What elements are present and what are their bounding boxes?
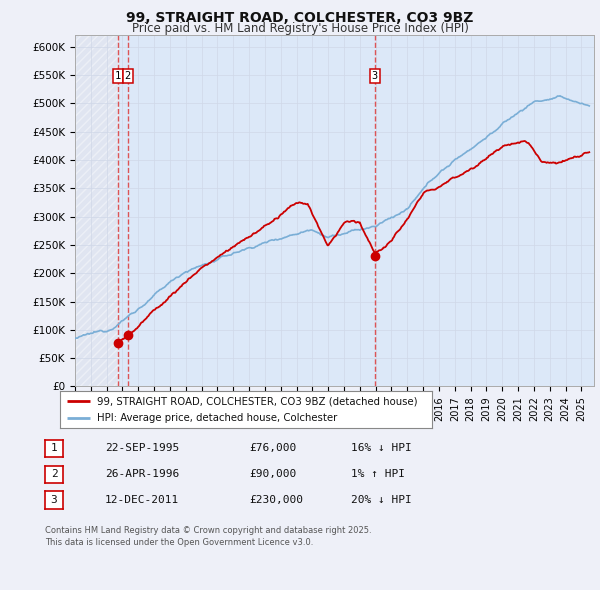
Text: 12-DEC-2011: 12-DEC-2011: [105, 496, 179, 505]
Text: 1: 1: [115, 71, 121, 81]
Text: 99, STRAIGHT ROAD, COLCHESTER, CO3 9BZ (detached house): 99, STRAIGHT ROAD, COLCHESTER, CO3 9BZ (…: [97, 396, 418, 406]
Text: £90,000: £90,000: [249, 470, 296, 479]
Text: 1: 1: [50, 444, 58, 453]
Bar: [75, 35, 118, 386]
Text: Price paid vs. HM Land Registry's House Price Index (HPI): Price paid vs. HM Land Registry's House …: [131, 22, 469, 35]
Text: 26-APR-1996: 26-APR-1996: [105, 470, 179, 479]
Text: 3: 3: [372, 71, 378, 81]
Text: 99, STRAIGHT ROAD, COLCHESTER, CO3 9BZ: 99, STRAIGHT ROAD, COLCHESTER, CO3 9BZ: [127, 11, 473, 25]
Text: 3: 3: [50, 496, 58, 505]
Text: 16% ↓ HPI: 16% ↓ HPI: [351, 444, 412, 453]
Text: Contains HM Land Registry data © Crown copyright and database right 2025.
This d: Contains HM Land Registry data © Crown c…: [45, 526, 371, 547]
Text: £230,000: £230,000: [249, 496, 303, 505]
Text: HPI: Average price, detached house, Colchester: HPI: Average price, detached house, Colc…: [97, 413, 337, 423]
Bar: [75, 35, 118, 386]
Text: 1% ↑ HPI: 1% ↑ HPI: [351, 470, 405, 479]
Text: 22-SEP-1995: 22-SEP-1995: [105, 444, 179, 453]
Text: £76,000: £76,000: [249, 444, 296, 453]
Text: 2: 2: [124, 71, 131, 81]
Text: 2: 2: [50, 470, 58, 479]
Text: 20% ↓ HPI: 20% ↓ HPI: [351, 496, 412, 505]
